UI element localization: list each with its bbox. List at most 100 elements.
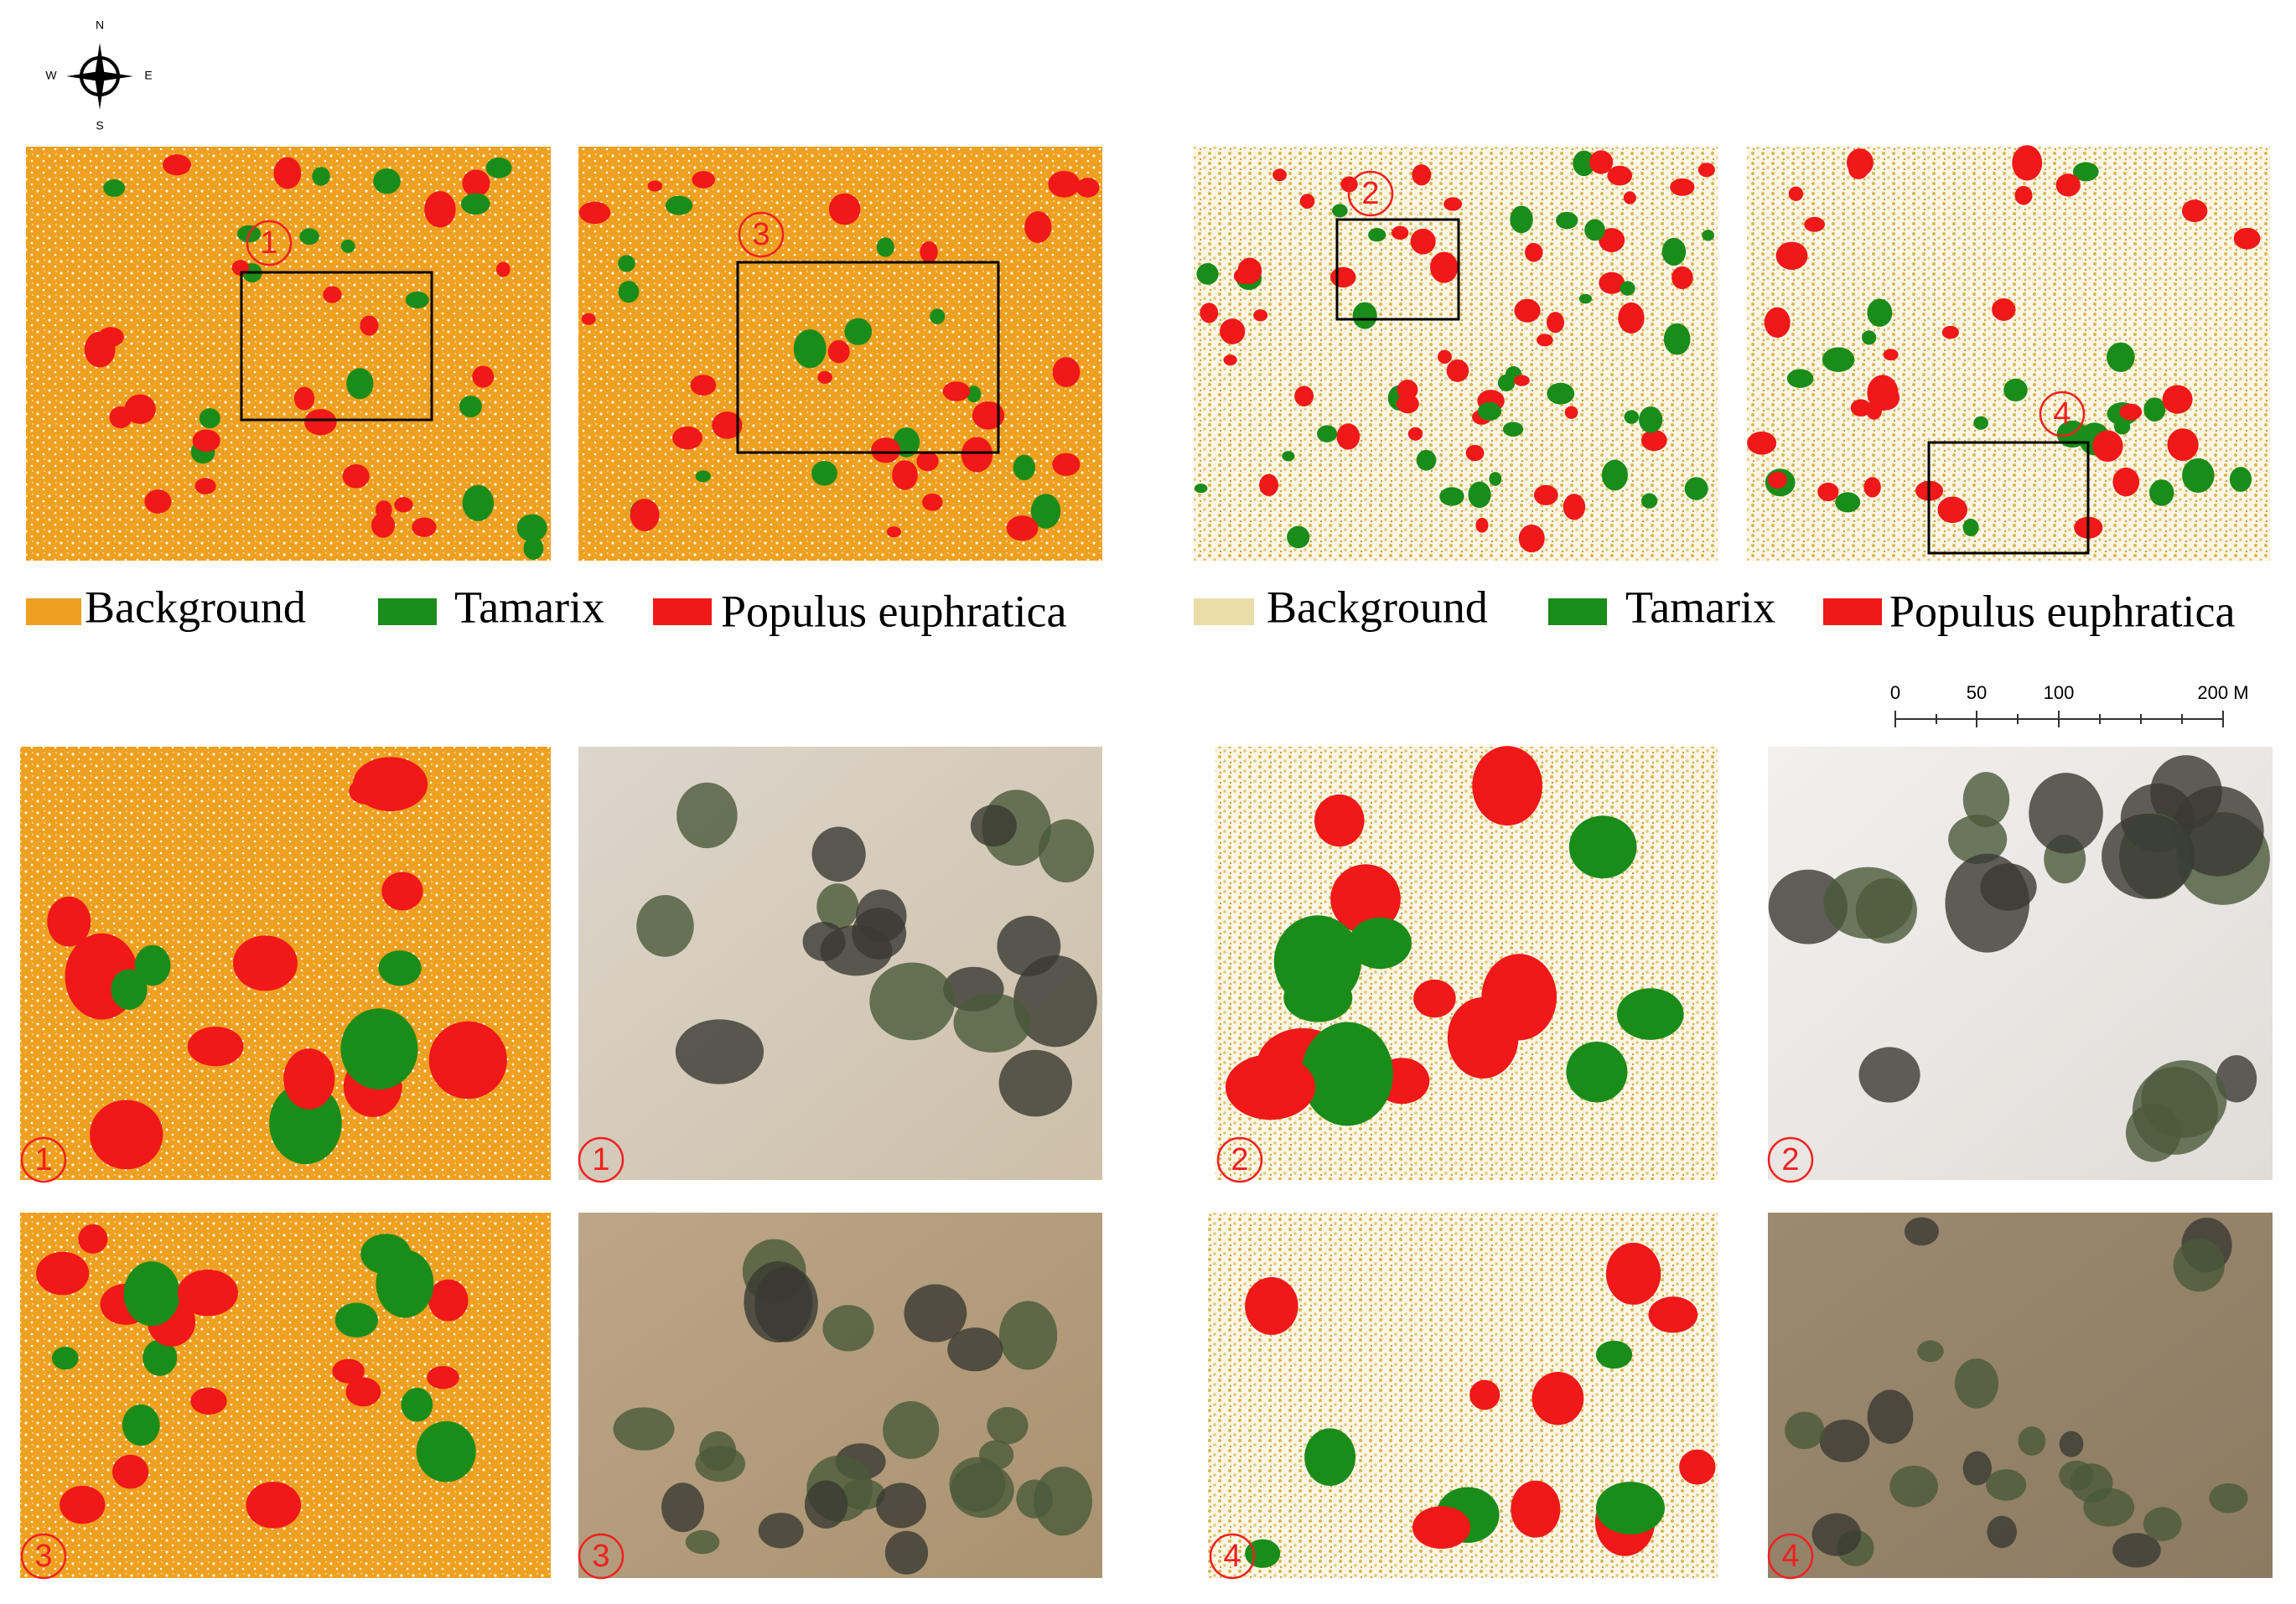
blob: [340, 1008, 418, 1090]
blob: [194, 478, 216, 494]
blob: [828, 193, 861, 225]
blob: [661, 1482, 705, 1533]
blob: [177, 1269, 238, 1317]
blob: [144, 489, 172, 514]
blob: [1481, 954, 1557, 1041]
blob: [1605, 1242, 1661, 1305]
map-panel: [578, 747, 1102, 1180]
blob: [1889, 1465, 1938, 1508]
blob: [84, 331, 116, 368]
blob: [1599, 228, 1625, 252]
blob: [416, 1420, 476, 1482]
blob: [378, 950, 422, 986]
blob: [1850, 399, 1872, 417]
blob: [1785, 1411, 1825, 1450]
blob: [1024, 211, 1052, 243]
blob: [1489, 472, 1502, 486]
blob: [618, 281, 640, 303]
blob: [233, 935, 298, 991]
blob: [2233, 227, 2261, 250]
blob: [1679, 1449, 1716, 1485]
blob: [876, 1482, 926, 1529]
blob: [712, 411, 743, 439]
marker-label: 3: [592, 1539, 609, 1574]
blob: [1438, 349, 1452, 364]
blob: [342, 464, 370, 489]
blob: [51, 1347, 79, 1370]
blob: [1013, 454, 1035, 481]
swatch: [26, 598, 81, 625]
blob: [373, 168, 401, 194]
blob: [1468, 481, 1491, 509]
blob: [1595, 1340, 1633, 1369]
compass-e: E: [144, 69, 152, 82]
blob: [1867, 1389, 1914, 1444]
blob: [1397, 380, 1418, 401]
map-panel: [1194, 147, 1718, 561]
blob: [1412, 164, 1432, 186]
legend-label: Tamarix: [1625, 582, 1775, 632]
blob: [2171, 785, 2264, 877]
blob: [904, 1284, 967, 1343]
legend-label: Tamarix: [454, 582, 604, 632]
blob: [1568, 815, 1637, 879]
blob: [122, 1404, 160, 1446]
blob: [1412, 1506, 1471, 1550]
blob: [1517, 309, 1532, 320]
blob: [1874, 385, 1900, 411]
blob: [1392, 225, 1409, 241]
blob: [1430, 251, 1459, 283]
marker-label: 3: [34, 1539, 52, 1574]
blob: [1502, 422, 1524, 437]
blob: [1648, 1296, 1698, 1333]
blob: [972, 401, 1005, 430]
blob: [124, 394, 156, 425]
blob: [1196, 263, 1219, 285]
blob: [916, 451, 939, 472]
blob: [1962, 518, 1979, 536]
blob: [1416, 449, 1437, 471]
blob: [1233, 267, 1253, 284]
marker-circle: [2039, 391, 2086, 437]
blob: [922, 493, 943, 511]
blob: [1469, 1379, 1500, 1410]
marker-label: 4: [2053, 396, 2071, 432]
blob: [2016, 155, 2038, 170]
blob: [60, 1485, 106, 1524]
marker-label: 3: [752, 217, 770, 252]
blob: [613, 1407, 675, 1451]
blob: [1954, 1358, 1999, 1409]
compass-w: W: [45, 69, 57, 82]
blob: [1904, 1217, 1940, 1246]
blob: [1052, 453, 1081, 476]
blob: [1823, 867, 1913, 939]
marker-circle: [1767, 1533, 1814, 1580]
scale-label: 0: [1890, 682, 1900, 703]
compass-arrows: [66, 43, 133, 110]
marker-circle: [578, 1136, 625, 1183]
blob: [427, 1365, 459, 1389]
blob: [376, 500, 392, 520]
map-panel: [578, 1213, 1102, 1578]
blob: [428, 1021, 507, 1100]
blob: [2092, 430, 2123, 463]
blob: [1817, 482, 1839, 502]
blob: [1245, 1277, 1298, 1335]
blob: [1030, 494, 1061, 529]
blob: [381, 872, 423, 911]
blob: [2112, 1533, 2161, 1568]
blob: [312, 167, 330, 186]
map-panel: [1768, 1213, 2273, 1578]
blob: [2059, 1460, 2094, 1491]
blob: [1075, 178, 1100, 198]
blob: [1510, 205, 1533, 234]
blob: [1697, 163, 1715, 178]
scale-label: 50: [1967, 682, 1987, 703]
blob: [1883, 349, 1899, 361]
map-panel: [1747, 145, 2270, 561]
blob: [1273, 915, 1362, 1008]
blob: [1006, 515, 1039, 541]
blob: [2216, 1055, 2257, 1103]
blob: [967, 385, 982, 403]
blob: [1314, 794, 1365, 847]
